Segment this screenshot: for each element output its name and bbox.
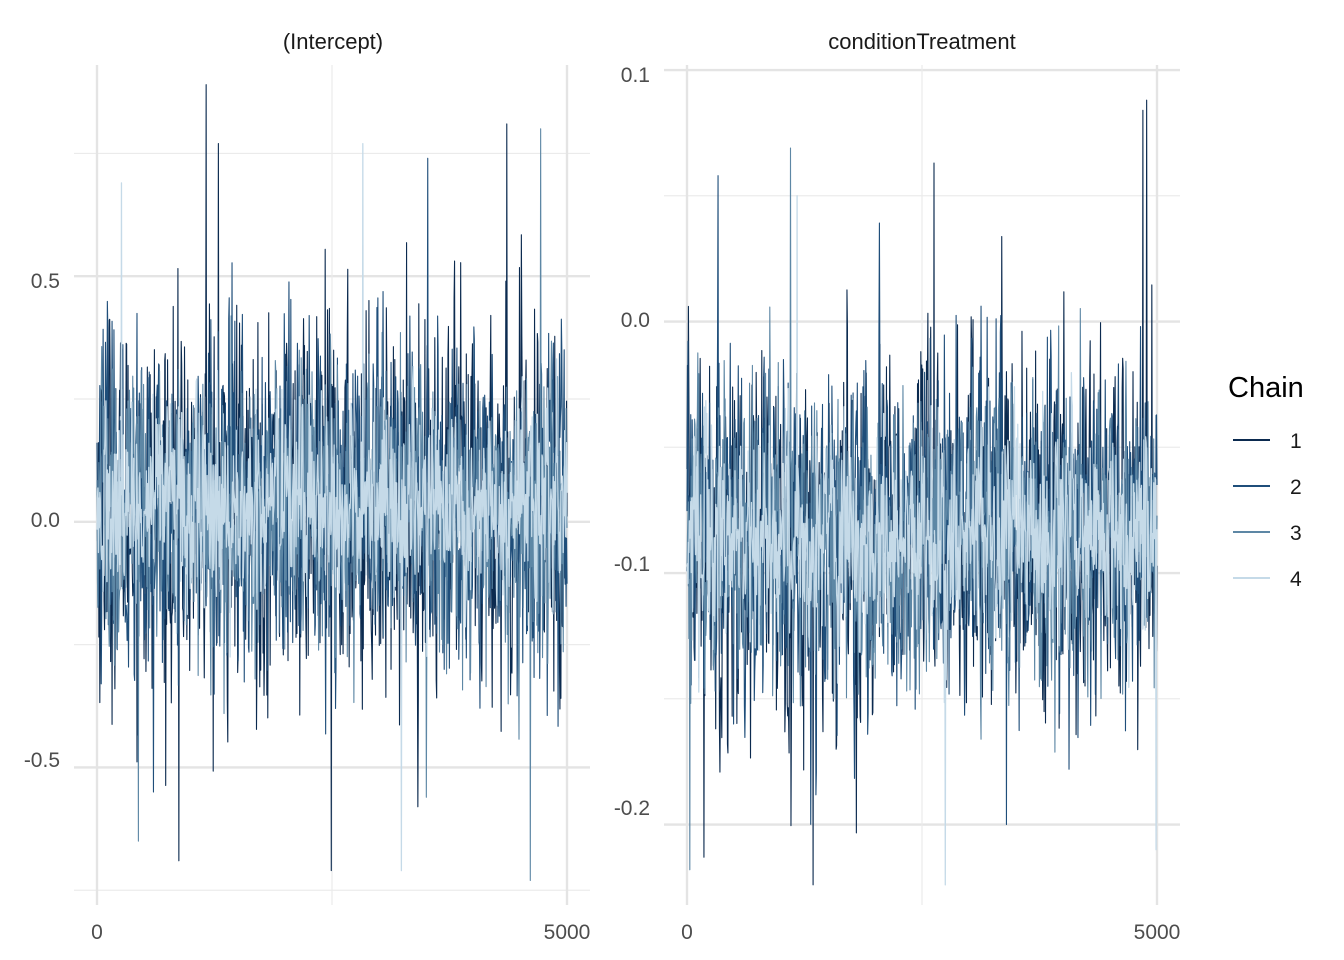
panel-condition-treatment-x-tick-label: 0 [681,921,693,944]
panel-intercept-y-tick-label: -0.5 [24,749,60,772]
legend-label-chain-2: 2 [1290,476,1302,499]
panel-intercept-x-tick-label: 0 [91,921,103,944]
panel-intercept: (Intercept) 0.5 0.0 -0.5 0 5000 [24,29,591,944]
trace-line-chain-4 [686,195,1158,886]
panel-condition-treatment-traces [686,99,1158,886]
legend-label-chain-1: 1 [1290,430,1302,453]
legend-title: Chain [1228,372,1304,404]
legend-label-chain-3: 3 [1290,522,1302,545]
panel-condition-treatment-y-tick-label: -0.2 [614,797,650,820]
panel-intercept-x-tick-label: 5000 [544,921,591,944]
panel-intercept-strip-label: (Intercept) [283,29,383,54]
panel-condition-treatment-x-tick-label: 5000 [1134,921,1181,944]
panel-condition-treatment-y-tick-label: -0.1 [614,553,650,576]
panel-intercept-y-tick-label: 0.5 [31,270,60,293]
panel-condition-treatment-strip-label: conditionTreatment [828,29,1016,54]
legend-label-chain-4: 4 [1290,568,1302,591]
panel-intercept-traces [96,84,568,881]
legend: Chain 1 2 3 4 [1228,372,1304,591]
panel-intercept-y-tick-label: 0.0 [31,509,60,532]
trace-line-chain-4 [96,142,568,872]
panel-condition-treatment: conditionTreatment 0.1 0.0 -0.1 -0.2 0 5… [614,29,1181,944]
panel-condition-treatment-y-tick-label: 0.1 [621,64,650,87]
panel-condition-treatment-y-tick-label: 0.0 [621,309,650,332]
